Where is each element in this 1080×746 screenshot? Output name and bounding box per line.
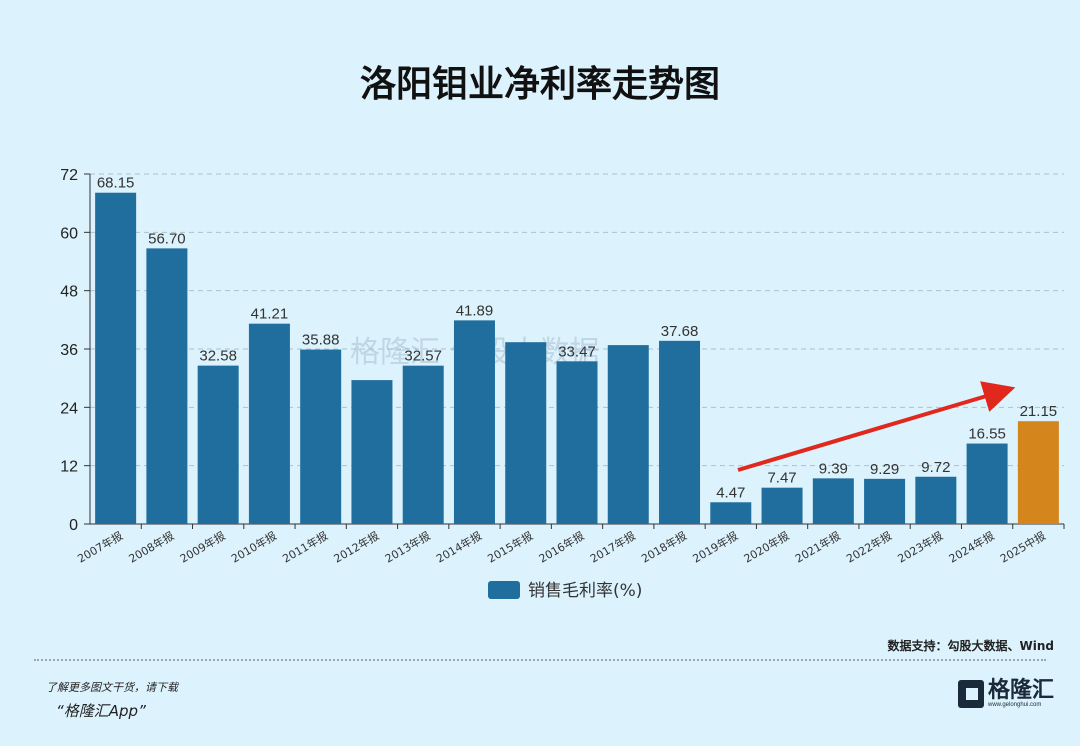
data-label: 35.88 — [302, 332, 340, 349]
x-tick-label: 2022年报 — [844, 528, 894, 565]
bar — [453, 320, 495, 524]
y-tick-label: 72 — [60, 167, 78, 184]
bar — [505, 342, 547, 524]
divider — [34, 659, 1046, 661]
x-tick-label: 2016年报 — [536, 528, 586, 565]
bar — [966, 443, 1008, 524]
bar — [556, 361, 598, 524]
bar — [1017, 421, 1059, 524]
bar — [761, 487, 803, 524]
bar — [95, 192, 137, 524]
data-label: 32.57 — [404, 348, 442, 365]
data-label: 37.68 — [661, 323, 699, 340]
x-tick-label: 2017年报 — [587, 528, 637, 565]
x-tick-label: 2019年报 — [690, 528, 740, 565]
data-label: 9.29 — [870, 461, 899, 478]
data-label: 9.72 — [921, 459, 950, 476]
bar — [710, 502, 752, 524]
logo-g-icon — [957, 680, 984, 708]
bar — [146, 248, 188, 524]
logo-name: 格隆汇 — [987, 678, 1054, 703]
bar — [607, 345, 649, 524]
data-label: 21.15 — [1020, 403, 1058, 420]
bar — [351, 380, 393, 524]
x-tick-label: 2013年报 — [382, 528, 432, 565]
promo-text: 了解更多图文干货，请下载 — [46, 681, 178, 694]
data-label: 41.21 — [251, 306, 289, 323]
x-tick-label: 2018年报 — [639, 528, 689, 565]
data-label: 32.58 — [199, 348, 237, 365]
y-tick-label: 0 — [69, 517, 78, 534]
x-tick-label: 2011年报 — [280, 528, 330, 565]
y-tick-label: 36 — [60, 342, 78, 359]
y-tick-label: 60 — [60, 225, 78, 242]
y-tick-label: 24 — [60, 400, 78, 417]
promo-app-name: “格隆汇App” — [56, 702, 146, 720]
bar — [300, 349, 342, 524]
bar — [659, 340, 701, 524]
bar — [864, 478, 906, 524]
legend-swatch — [488, 581, 520, 599]
x-tick-label: 2023年报 — [895, 528, 945, 565]
logo-url: www.gelonghui.com — [987, 702, 1042, 708]
brand-logo: 格隆汇 www.gelonghui.com — [957, 678, 1054, 708]
x-tick-label: 2008年报 — [126, 528, 176, 565]
x-tick-label: 2015年报 — [485, 528, 535, 565]
x-tick-label: 2025中报 — [998, 528, 1048, 565]
data-label: 33.47 — [558, 343, 596, 360]
x-tick-label: 2012年报 — [331, 528, 381, 565]
bar — [402, 365, 444, 524]
x-tick-label: 2014年报 — [434, 528, 484, 565]
trend-arrow — [737, 381, 1016, 472]
bar — [248, 323, 290, 524]
data-label: 16.55 — [968, 426, 1006, 443]
legend-label: 销售毛利率(%) — [528, 581, 642, 601]
data-label: 7.47 — [767, 470, 796, 487]
y-tick-label: 48 — [60, 284, 78, 301]
data-label: 56.70 — [148, 230, 186, 247]
data-label: 41.89 — [456, 302, 494, 319]
x-tick-label: 2021年报 — [793, 528, 843, 565]
x-tick-label: 2010年报 — [229, 528, 279, 565]
page-title: 洛阳钼业净利率走势图 — [359, 64, 720, 105]
data-label: 9.39 — [819, 460, 848, 477]
x-tick-label: 2020年报 — [741, 528, 791, 565]
data-source: 数据支持：勾股大数据、Wind — [887, 639, 1054, 653]
x-tick-label: 2009年报 — [177, 528, 227, 565]
y-tick-label: 12 — [60, 459, 78, 476]
bar — [915, 476, 957, 524]
x-tick-label: 2007年报 — [75, 528, 125, 565]
bar — [812, 478, 854, 524]
x-tick-label: 2024年报 — [946, 528, 996, 565]
data-label: 68.15 — [97, 175, 135, 192]
data-label: 4.47 — [716, 484, 745, 501]
bar — [197, 365, 239, 524]
